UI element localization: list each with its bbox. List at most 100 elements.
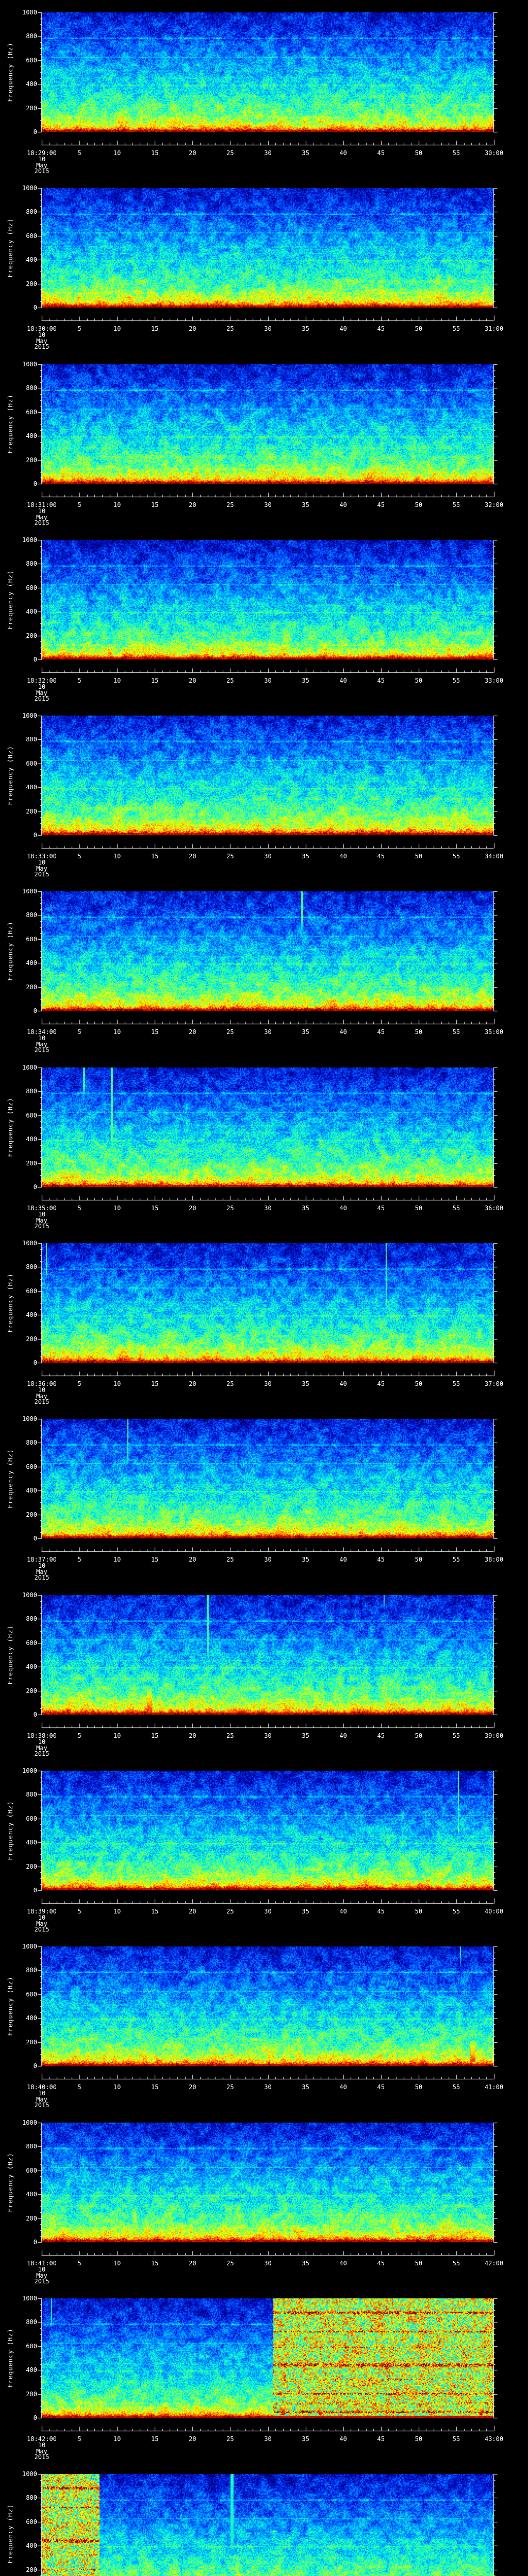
x-axis-end-time: 31:00 <box>484 325 504 332</box>
x-axis-start-time: 18:32:00 <box>27 677 57 684</box>
y-tick-label: 600 <box>26 2167 37 2174</box>
y-axis-label: Frequency (Hz) <box>7 1976 14 2036</box>
x-tick-label: 20 <box>189 501 196 509</box>
x-axis-date-line: 10 <box>38 1211 46 1218</box>
x-tick-label: 10 <box>113 2260 121 2267</box>
x-tick-label: 20 <box>189 1028 196 1036</box>
x-tick-label: 50 <box>415 1380 423 1387</box>
x-tick-label: 25 <box>226 1380 234 1387</box>
x-axis-date-line: May <box>36 1216 47 1224</box>
x-axis-start-time: 18:40:00 <box>27 2083 57 2091</box>
x-tick-label: 20 <box>189 677 196 684</box>
x-tick-label: 50 <box>415 853 423 860</box>
x-tick-label: 15 <box>151 325 159 332</box>
x-tick-label: 15 <box>151 501 159 509</box>
spectrogram-panel-18-30-00: Frequency (Hz) 18:30:00 31:00 5 10 15 20 25 3… <box>0 176 528 352</box>
y-tick-label: 1000 <box>22 184 37 192</box>
x-tick-label: 10 <box>113 1556 121 1563</box>
x-axis-date-line: May <box>36 1744 47 1752</box>
y-tick-label: 200 <box>26 1687 37 1694</box>
spectrogram-plot <box>0 1231 528 1407</box>
x-tick-label: 45 <box>377 677 385 684</box>
y-tick-label: 200 <box>26 632 37 639</box>
x-tick-label: 10 <box>113 501 121 509</box>
x-axis-date-line: 2015 <box>34 1926 50 1933</box>
x-tick-label: 45 <box>377 1556 385 1563</box>
x-axis-date-line: May <box>36 865 47 872</box>
y-tick-label: 1000 <box>22 361 37 368</box>
y-axis-label: Frequency (Hz) <box>7 2153 14 2212</box>
spectrogram-panel-18-34-00: Frequency (Hz) 18:34:00 35:00 5 10 15 20 25 3… <box>0 879 528 1055</box>
x-axis-end-time: 32:00 <box>484 501 504 509</box>
x-tick-label: 50 <box>415 501 423 509</box>
x-tick-label: 10 <box>113 1205 121 1212</box>
x-tick-label: 10 <box>113 1908 121 1915</box>
x-axis-date-line: 2015 <box>34 1398 50 1405</box>
y-tick-label: 800 <box>26 2143 37 2150</box>
x-tick-label: 35 <box>302 1908 309 1915</box>
x-axis-date-line: 10 <box>38 331 46 338</box>
x-tick-label: 20 <box>189 2083 196 2091</box>
x-tick-label: 50 <box>415 325 423 332</box>
x-tick-label: 30 <box>264 853 272 860</box>
x-axis-date-line: 2015 <box>34 343 50 350</box>
x-tick-label: 40 <box>339 1028 347 1036</box>
y-tick-label: 400 <box>26 432 37 439</box>
x-axis-end-time: 40:00 <box>484 1908 504 1915</box>
x-tick-label: 50 <box>415 149 423 157</box>
x-tick-label: 50 <box>415 2260 423 2267</box>
x-axis-date-line: 10 <box>38 2442 46 2449</box>
x-axis-start-time: 18:35:00 <box>27 1205 57 1212</box>
spectrogram-panel-18-38-00: Frequency (Hz) 18:38:00 39:00 5 10 15 20 25 3… <box>0 1583 528 1759</box>
x-tick-label: 35 <box>302 2435 309 2443</box>
x-axis-end-time: 34:00 <box>484 853 504 860</box>
x-tick-label: 10 <box>113 2435 121 2443</box>
y-axis-label: Frequency (Hz) <box>7 394 14 454</box>
x-tick-label: 20 <box>189 853 196 860</box>
x-tick-label: 5 <box>77 149 81 157</box>
x-tick-label: 45 <box>377 1732 385 1739</box>
y-tick-label: 200 <box>26 456 37 464</box>
spectrogram-plot <box>0 2110 528 2286</box>
x-tick-label: 15 <box>151 2435 159 2443</box>
x-tick-label: 5 <box>77 2260 81 2267</box>
x-tick-label: 35 <box>302 1028 309 1036</box>
y-tick-label: 400 <box>26 1487 37 1494</box>
x-tick-label: 35 <box>302 1205 309 1212</box>
x-tick-label: 10 <box>113 1028 121 1036</box>
x-axis-date-line: 10 <box>38 1035 46 1042</box>
x-axis-date-line: May <box>36 2447 47 2455</box>
x-tick-label: 30 <box>264 1908 272 1915</box>
y-tick-label: 400 <box>26 1663 37 1670</box>
x-tick-label: 5 <box>77 1556 81 1563</box>
x-tick-label: 40 <box>339 325 347 332</box>
y-tick-label: 1000 <box>22 888 37 895</box>
y-tick-label: 1000 <box>22 1064 37 1071</box>
y-tick-label: 1000 <box>22 1591 37 1599</box>
x-tick-label: 30 <box>264 2435 272 2443</box>
spectrogram-plot <box>0 2286 528 2462</box>
x-tick-label: 10 <box>113 1732 121 1739</box>
x-tick-label: 50 <box>415 1732 423 1739</box>
x-tick-label: 55 <box>452 1908 460 1915</box>
y-tick-label: 400 <box>26 2191 37 2198</box>
x-axis-date-line: May <box>36 1392 47 1400</box>
x-axis-start-time: 18:38:00 <box>27 1732 57 1739</box>
spectrogram-plot <box>0 879 528 1055</box>
x-tick-label: 50 <box>415 1908 423 1915</box>
x-axis-date-line: 2015 <box>34 871 50 878</box>
x-axis-start-time: 18:41:00 <box>27 2260 57 2267</box>
x-tick-label: 15 <box>151 2260 159 2267</box>
x-axis-end-time: 37:00 <box>484 1380 504 1387</box>
x-tick-label: 10 <box>113 2083 121 2091</box>
x-tick-label: 40 <box>339 1380 347 1387</box>
x-tick-label: 55 <box>452 501 460 509</box>
x-tick-label: 20 <box>189 1556 196 1563</box>
x-tick-label: 30 <box>264 2260 272 2267</box>
y-axis-label: Frequency (Hz) <box>7 745 14 805</box>
x-tick-label: 5 <box>77 1028 81 1036</box>
y-tick-label: 200 <box>26 1511 37 1518</box>
x-tick-label: 40 <box>339 2260 347 2267</box>
spectrogram-plot <box>0 1758 528 1935</box>
